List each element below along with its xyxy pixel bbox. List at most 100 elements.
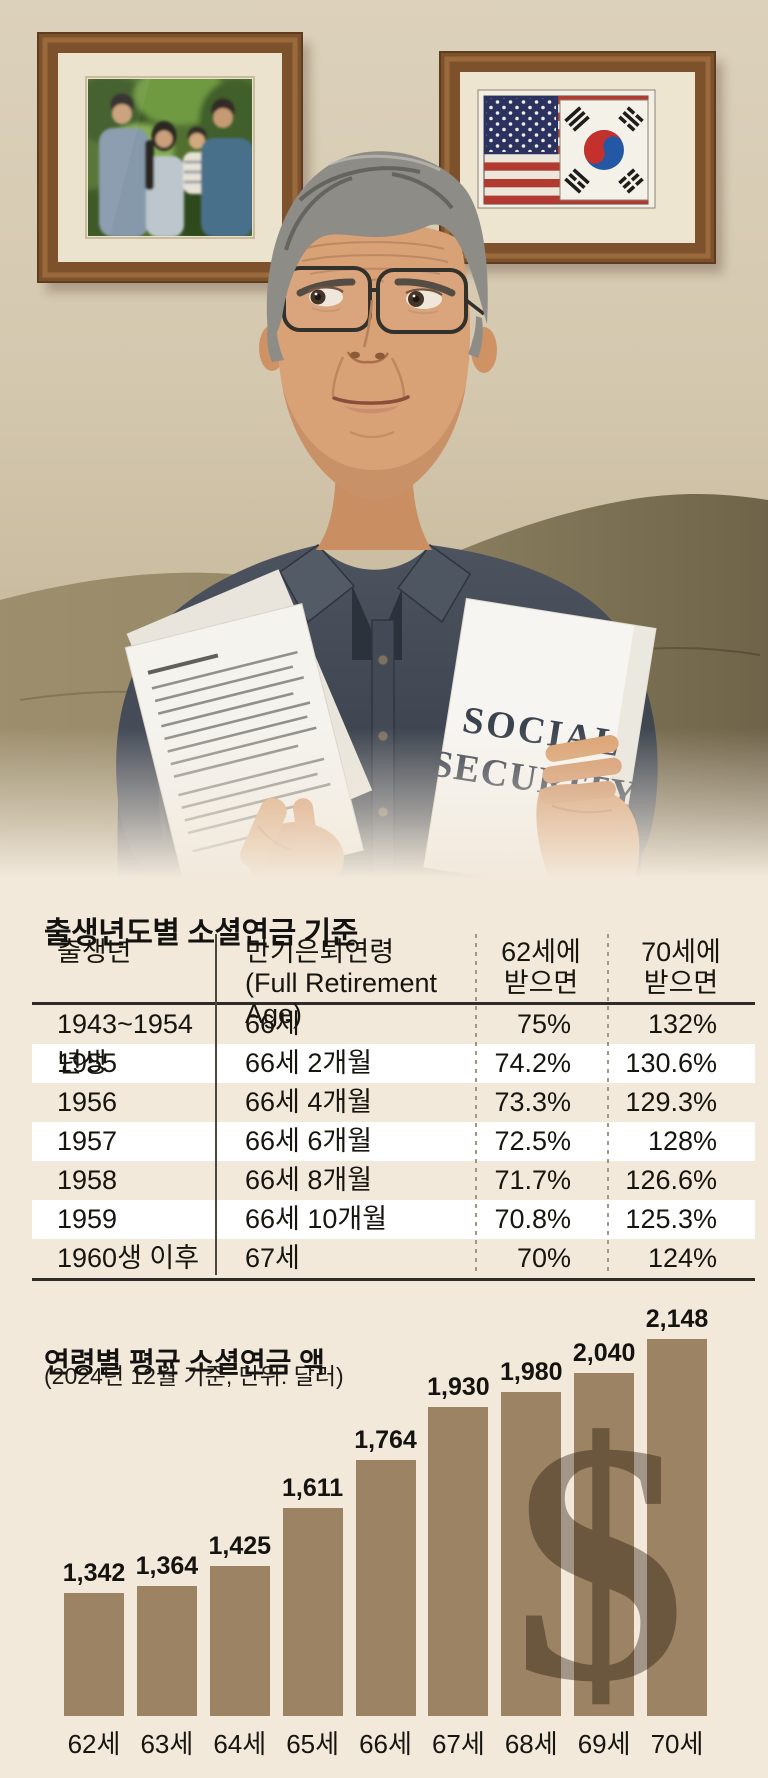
cell-fra: 66세 6개월 xyxy=(245,1126,373,1156)
table-divider-dashed-1 xyxy=(475,934,477,1275)
header-full-retirement-age: 만기은퇴연령 (Full Retirement Age) xyxy=(215,937,475,1030)
bar xyxy=(428,1407,489,1716)
bar-label: 65세 xyxy=(286,1729,340,1759)
cell-at70: 132% xyxy=(647,1009,717,1039)
table-row: 1959 66세 10개월 70.8% 125.3% xyxy=(32,1200,755,1239)
table-row: 1960생 이후 67세 70% 124% xyxy=(32,1239,755,1278)
header-fra-line2: (Full Retirement Age) xyxy=(245,968,438,1029)
header-at-70: 70세에 받으면 xyxy=(607,937,755,1030)
header-fra-line1: 만기은퇴연령 xyxy=(245,937,395,967)
bar-label: 68세 xyxy=(504,1729,558,1759)
cell-fra: 66세 2개월 xyxy=(245,1048,373,1078)
cell-birth: 1955 xyxy=(57,1048,118,1078)
cell-at70: 125.3% xyxy=(625,1204,717,1234)
family-photo-frame xyxy=(37,32,310,292)
bar-value: 1,764 xyxy=(354,1426,417,1454)
cell-at70: 130.6% xyxy=(625,1048,717,1078)
cell-fra: 67세 xyxy=(245,1243,300,1273)
cell-at70: 128% xyxy=(647,1126,717,1156)
hero-photo: SOCIAL SECURITY xyxy=(0,0,768,898)
bar-value: 1,611 xyxy=(282,1474,344,1502)
cell-birth: 1959 xyxy=(57,1204,118,1234)
bar-label: 66세 xyxy=(359,1729,412,1759)
cell-fra: 66세 10개월 xyxy=(245,1204,388,1234)
table-title: 출생년도별 소셜연금 기준 xyxy=(44,917,358,951)
cell-at70: 124% xyxy=(647,1243,717,1273)
bar xyxy=(501,1392,562,1716)
bar-value: 1,364 xyxy=(135,1552,199,1580)
bar xyxy=(64,1593,124,1716)
bar-label: 69세 xyxy=(577,1729,631,1759)
cell-birth: 1958 xyxy=(57,1165,118,1195)
cell-birth: 1956 xyxy=(57,1087,118,1117)
bar-value: 1,980 xyxy=(499,1358,563,1386)
bar-value: 1,930 xyxy=(427,1373,490,1401)
header-at70-line1: 70세에 xyxy=(641,937,721,967)
bar-group-64: 1,425 64세 xyxy=(208,1532,272,1759)
hair xyxy=(266,151,488,337)
bar-chart: 1,342 62세 1,364 63세 1,425 64세 1,611 65세 … xyxy=(62,1305,709,1759)
cell-fra: 66세 xyxy=(245,1009,300,1039)
table-header: 출생년 만기은퇴연령 (Full Retirement Age) 62세에 받으… xyxy=(32,934,755,1029)
photo-fade xyxy=(0,728,768,886)
cell-at62: 70.8% xyxy=(494,1204,571,1234)
chart-subtitle: (2024년 12월 기준, 단위: 달러) xyxy=(44,1363,344,1389)
bar-group-63: 1,364 63세 xyxy=(135,1552,199,1759)
cell-birth: 1957 xyxy=(57,1126,118,1156)
bar-label: 67세 xyxy=(431,1729,485,1759)
table-divider-dashed-2 xyxy=(607,934,609,1275)
chart-title: 연령별 평균 소셜연금 액 xyxy=(44,1347,325,1379)
bar-group-62: 1,342 62세 xyxy=(62,1559,126,1759)
header-at-62: 62세에 받으면 xyxy=(475,937,607,1030)
header-at62-line2: 받으면 xyxy=(503,968,579,998)
bar-value: 1,342 xyxy=(62,1559,126,1587)
korean-flag xyxy=(559,99,649,201)
bar xyxy=(209,1566,270,1716)
flags-frame xyxy=(439,51,723,273)
bar-label: 63세 xyxy=(140,1729,194,1759)
bar-label: 62세 xyxy=(67,1729,121,1759)
header-at62-line1: 62세에 xyxy=(501,937,581,967)
benefits-table: 출생년 만기은퇴연령 (Full Retirement Age) 62세에 받으… xyxy=(32,934,755,1281)
bar-value: 2,040 xyxy=(572,1339,636,1367)
table-row: 1943~1954년생 66세 75% 132% xyxy=(32,1005,755,1078)
bar-label: 64세 xyxy=(213,1729,267,1759)
table-row: 1958 66세 8개월 71.7% 126.6% xyxy=(32,1161,755,1200)
bar xyxy=(136,1586,197,1716)
cell-at62: 70% xyxy=(516,1243,571,1273)
cell-at62: 71.7% xyxy=(494,1165,571,1195)
bar-label: 70세 xyxy=(650,1729,704,1759)
cell-at62: 73.3% xyxy=(494,1087,571,1117)
family-photo xyxy=(88,79,252,236)
cell-fra: 66세 4개월 xyxy=(245,1087,373,1117)
table-row: 1957 66세 6개월 72.5% 128% xyxy=(32,1122,755,1161)
header-birth-year: 출생년 xyxy=(57,937,132,967)
glasses xyxy=(266,266,486,334)
cell-at70: 129.3% xyxy=(625,1087,717,1117)
cell-at62: 72.5% xyxy=(494,1126,571,1156)
table-divider-solid xyxy=(215,934,217,1275)
bar xyxy=(355,1460,416,1716)
bar-group-70: 2,148 70세 xyxy=(645,1305,709,1759)
table-body: 1943~1954년생 66세 75% 132% 1955 66세 2개월 74… xyxy=(32,1005,755,1281)
bar-group-67: 1,930 67세 xyxy=(427,1373,490,1759)
table-row: 1956 66세 4개월 73.3% 129.3% xyxy=(32,1083,755,1122)
table-row: 1955 66세 2개월 74.2% 130.6% xyxy=(32,1044,755,1083)
cell-birth: 1943~1954년생 xyxy=(57,1009,193,1078)
bar-group-69: 2,040 69세 xyxy=(572,1339,636,1759)
bar-value: 1,425 xyxy=(208,1532,272,1560)
bar xyxy=(574,1373,635,1716)
cell-birth: 1960생 이후 xyxy=(57,1243,200,1273)
cell-at62: 75% xyxy=(516,1009,571,1039)
bar-value: 2,148 xyxy=(645,1305,709,1333)
bar-group-65: 1,611 65세 xyxy=(282,1474,344,1759)
cell-fra: 66세 8개월 xyxy=(245,1165,373,1195)
bar-group-68: 1,980 68세 xyxy=(499,1358,563,1759)
bar xyxy=(647,1339,707,1716)
header-at70-line2: 받으면 xyxy=(643,968,719,998)
cell-at62: 74.2% xyxy=(494,1048,571,1078)
cell-at70: 126.6% xyxy=(625,1165,717,1195)
bar-group-66: 1,764 66세 xyxy=(354,1426,417,1759)
bar xyxy=(282,1508,343,1716)
